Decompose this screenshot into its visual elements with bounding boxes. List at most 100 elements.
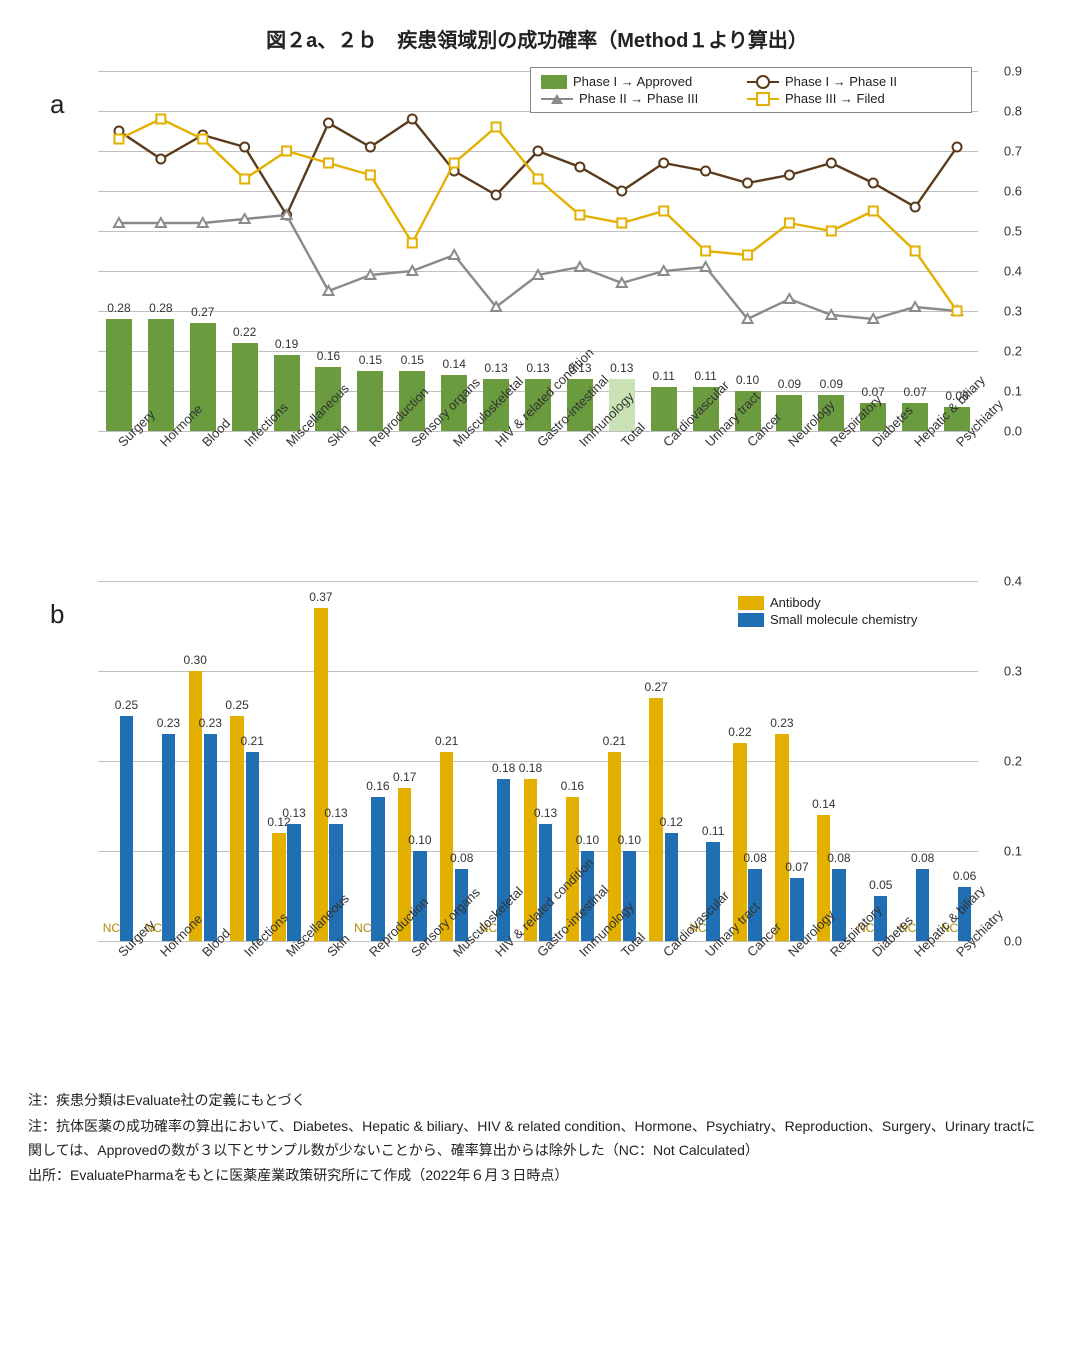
ytick-right: 0.8	[1004, 104, 1022, 119]
bar-value: 0.21	[435, 734, 458, 748]
nc-label: NC	[354, 921, 371, 935]
legend-item: Phase II → Phase III	[541, 91, 721, 106]
bar-small	[832, 869, 845, 941]
bar-value: 0.25	[115, 698, 138, 712]
bar-value: 0.13	[484, 361, 507, 375]
ytick-right: 0.1	[1004, 844, 1022, 859]
legend-item: Antibody	[738, 595, 821, 610]
bar-value: 0.15	[359, 353, 382, 367]
legend-label: Antibody	[770, 595, 821, 610]
bar-value: 0.17	[393, 770, 416, 784]
bar	[106, 319, 132, 431]
bar-value: 0.07	[903, 385, 926, 399]
bar-value: 0.10	[576, 833, 599, 847]
footnote-line: 注：疾患分類はEvaluate社の定義にもとづく	[28, 1089, 1046, 1113]
bar-value: 0.12	[660, 815, 683, 829]
ytick-right: 0.4	[1004, 264, 1022, 279]
ytick-right: 0.6	[1004, 184, 1022, 199]
bar-small	[371, 797, 384, 941]
bar-value: 0.27	[644, 680, 667, 694]
legend-label: Phase I → Phase II	[785, 74, 897, 89]
bar-value: 0.08	[911, 851, 934, 865]
bar-antibody	[775, 734, 788, 941]
bar-value: 0.27	[191, 305, 214, 319]
bar-value: 0.25	[225, 698, 248, 712]
bar-small	[539, 824, 552, 941]
panel-b: b 0.00.10.20.30.4NC0.25NC0.230.300.230.2…	[98, 581, 986, 1061]
bar-value: 0.22	[233, 325, 256, 339]
bar-small	[623, 851, 636, 941]
ytick-right: 0.2	[1004, 344, 1022, 359]
bar-value: 0.10	[408, 833, 431, 847]
bar-small	[204, 734, 217, 941]
ytick-right: 0.2	[1004, 754, 1022, 769]
bar-value: 0.06	[953, 869, 976, 883]
bar-value: 0.23	[199, 716, 222, 730]
legend-b: Antibody Small molecule chemistry	[738, 595, 968, 627]
bar-value: 0.14	[812, 797, 835, 811]
bar-value: 0.11	[694, 369, 716, 383]
legend-a: Phase I → ApprovedPhase I → Phase IIPhas…	[530, 67, 972, 113]
bar-value: 0.16	[561, 779, 584, 793]
bar-value: 0.22	[728, 725, 751, 739]
bar-value: 0.13	[526, 361, 549, 375]
bar-value: 0.28	[107, 301, 130, 315]
legend-label: Small molecule chemistry	[770, 612, 917, 627]
bar-value: 0.08	[827, 851, 850, 865]
bar-value: 0.08	[450, 851, 473, 865]
panel-a-label: a	[50, 89, 64, 120]
bar-value: 0.14	[443, 357, 466, 371]
bar-value: 0.16	[317, 349, 340, 363]
ytick-right: 0.9	[1004, 64, 1022, 79]
bar	[357, 371, 383, 431]
bar-small	[287, 824, 300, 941]
ytick-right: 0.3	[1004, 664, 1022, 679]
ytick-right: 0.4	[1004, 574, 1022, 589]
ytick-right: 0.3	[1004, 304, 1022, 319]
chart-a-plot: 0.00.10.20.30.40.50.60.70.80.90.280.280.…	[98, 71, 978, 431]
bar-value: 0.21	[241, 734, 264, 748]
bar-antibody	[314, 608, 327, 941]
bar-small	[916, 869, 929, 941]
bar-value: 0.09	[820, 377, 843, 391]
legend-item: Small molecule chemistry	[738, 612, 917, 627]
bar-value: 0.10	[736, 373, 759, 387]
bar-small	[162, 734, 175, 941]
footnotes: 注：疾患分類はEvaluate社の定義にもとづく注：抗体医薬の成功確率の算出にお…	[28, 1089, 1046, 1188]
panel-a: a 0.00.10.20.30.40.50.60.70.80.90.280.28…	[98, 71, 986, 551]
bar-value: 0.21	[603, 734, 626, 748]
bar-value: 0.05	[869, 878, 892, 892]
legend-label: Phase II → Phase III	[579, 91, 698, 106]
bar-small	[246, 752, 259, 941]
chart-b-xlabels: SurgeryHormoneBloodInfectionsMiscellaneo…	[98, 941, 978, 1061]
bar-value: 0.28	[149, 301, 172, 315]
bar-antibody	[230, 716, 243, 941]
line-overlay	[98, 71, 978, 431]
ytick-right: 0.7	[1004, 144, 1022, 159]
bar-value: 0.13	[324, 806, 347, 820]
panel-b-label: b	[50, 599, 64, 630]
ytick-right: 0.0	[1004, 424, 1022, 439]
bar-value: 0.07	[785, 860, 808, 874]
bar-value: 0.08	[743, 851, 766, 865]
chart-a-xlabels: SurgeryHormoneBloodInfectionsMiscellaneo…	[98, 431, 978, 551]
bar-value: 0.18	[492, 761, 515, 775]
bar-value: 0.37	[309, 590, 332, 604]
bar-value: 0.18	[519, 761, 542, 775]
bar	[232, 343, 258, 431]
footnote-line: 出所：EvaluatePharmaをもとに医薬産業政策研究所にて作成（2022年…	[28, 1164, 1046, 1188]
legend-item: Phase III → Filed	[747, 91, 927, 106]
bar-small	[665, 833, 678, 941]
bar-value: 0.09	[778, 377, 801, 391]
ytick-right: 0.5	[1004, 224, 1022, 239]
bar-value: 0.13	[282, 806, 305, 820]
footnote-line: 注：抗体医薬の成功確率の算出において、Diabetes、Hepatic & bi…	[28, 1115, 1046, 1163]
bar-value: 0.10	[618, 833, 641, 847]
bar-value: 0.13	[534, 806, 557, 820]
legend-item: Phase I → Phase II	[747, 74, 927, 89]
bar-antibody	[189, 671, 202, 941]
bar-value: 0.19	[275, 337, 298, 351]
nc-label: NC	[103, 921, 120, 935]
ytick-right: 0.1	[1004, 384, 1022, 399]
bar-value: 0.23	[157, 716, 180, 730]
